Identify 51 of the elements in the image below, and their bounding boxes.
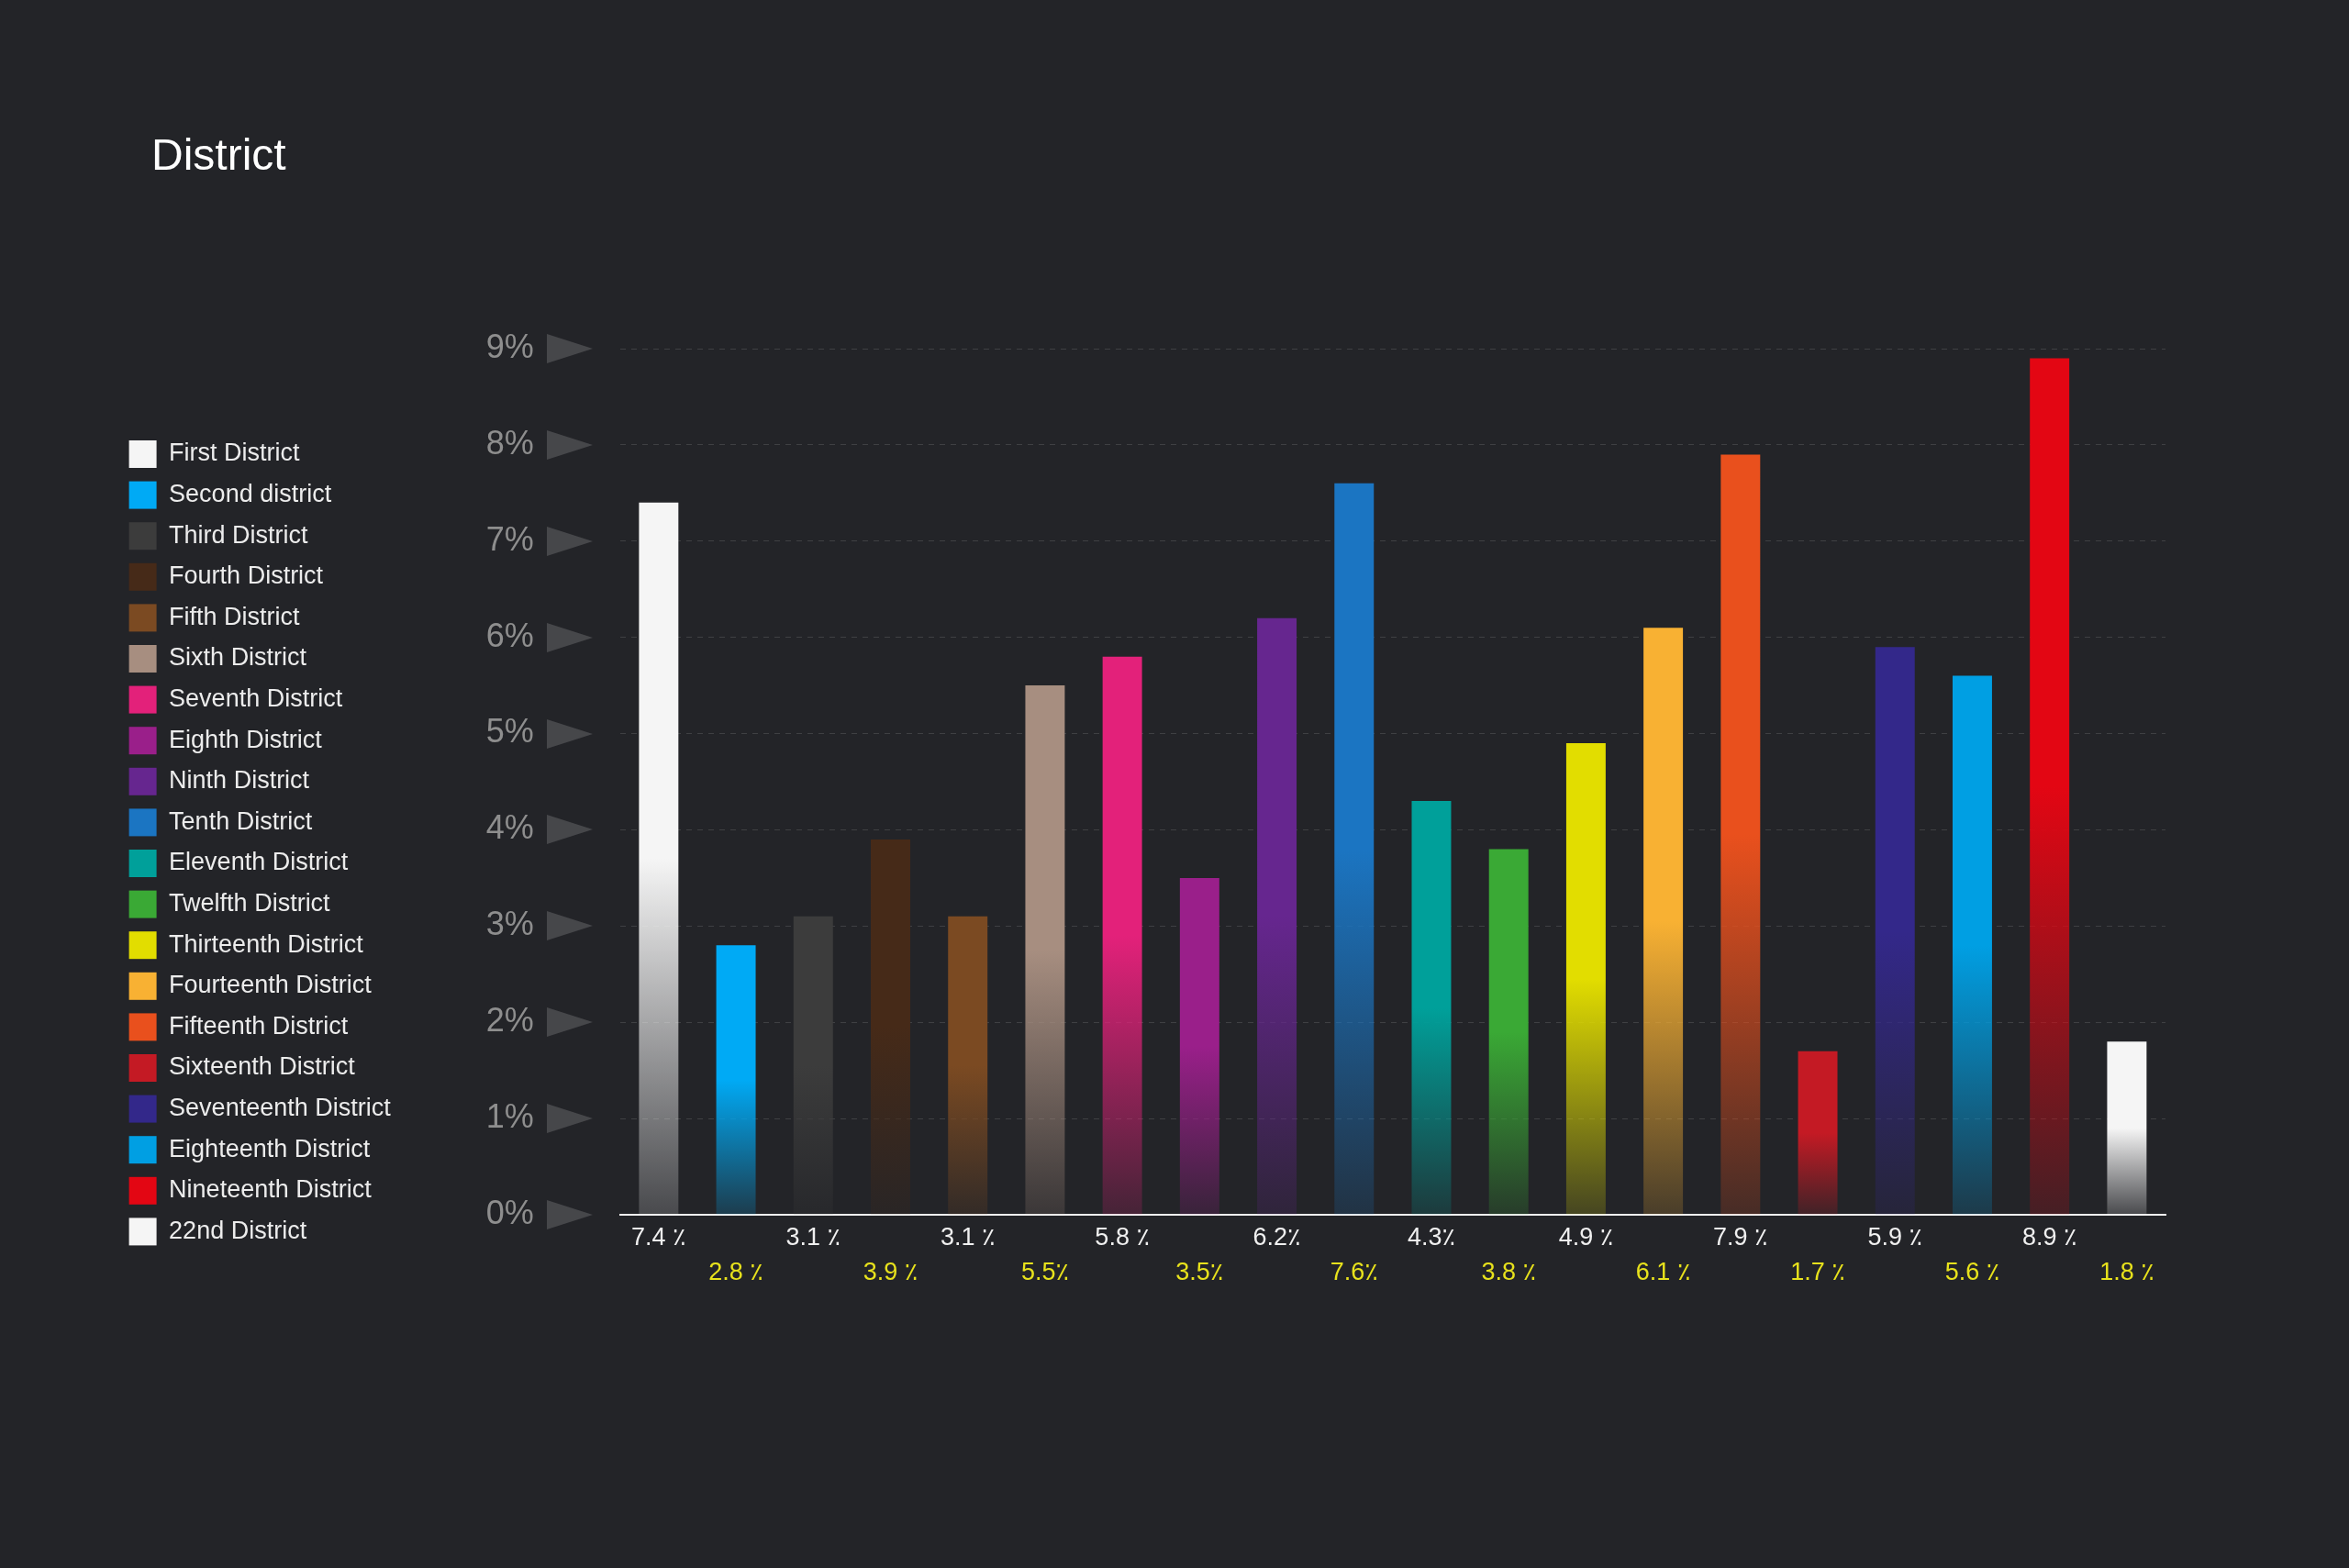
legend-label: First District	[169, 439, 301, 467]
legend-label: Thirteenth District	[169, 929, 364, 958]
data-label: 2.8 ٪	[708, 1257, 763, 1285]
data-label: 3.9 ٪	[863, 1257, 918, 1285]
legend-label: Eighth District	[169, 725, 323, 753]
data-label: 8.9 ٪	[2021, 1222, 2077, 1251]
data-label: 6.2٪	[1252, 1222, 1301, 1251]
y-tick-label: 0%	[485, 1193, 534, 1231]
data-label: 3.1 ٪	[785, 1222, 841, 1251]
data-label: 3.5٪	[1175, 1257, 1224, 1285]
data-label: 1.7 ٪	[1790, 1257, 1845, 1285]
legend-label: Third District	[169, 520, 309, 549]
data-label: 4.3٪	[1407, 1222, 1455, 1251]
legend-label: Tenth District	[169, 806, 313, 835]
legend-label: Ninth District	[169, 766, 310, 795]
data-label: 5.8 ٪	[1095, 1222, 1150, 1251]
legend-label: Fifth District	[169, 602, 301, 630]
data-label: 1.8 ٪	[2099, 1257, 2154, 1285]
legend-label: Fourth District	[169, 562, 324, 590]
legend-label: Nineteenth District	[169, 1175, 373, 1204]
text: District	[151, 129, 286, 181]
data-label: 7.6٪	[1330, 1257, 1378, 1285]
y-tick-label: 2%	[485, 1001, 534, 1040]
y-tick-label: 7%	[485, 519, 534, 558]
y-tick-label: 6%	[485, 616, 534, 654]
data-label: 3.1 ٪	[940, 1222, 996, 1251]
data-label: 5.5٪	[1020, 1257, 1069, 1285]
legend-label: Eighteenth District	[169, 1134, 371, 1162]
legend-label: Fourteenth District	[169, 971, 373, 999]
y-tick-label: 1%	[485, 1097, 534, 1136]
legend-label: Fifteenth District	[169, 1011, 349, 1040]
y-tick-label: 3%	[485, 905, 534, 943]
data-label: 7.9 ٪	[1713, 1222, 1768, 1251]
y-tick-label: 5%	[485, 712, 534, 751]
data-label: 7.4 ٪	[631, 1222, 686, 1251]
y-tick-label: 4%	[485, 808, 534, 847]
legend-label: Seventeenth District	[169, 1094, 392, 1122]
data-label: 5.9 ٪	[1867, 1222, 1923, 1251]
data-label: 4.9 ٪	[1558, 1222, 1614, 1251]
legend-label: Eleventh District	[169, 848, 349, 876]
legend-label: Sixth District	[169, 643, 307, 672]
data-label: 3.8 ٪	[1481, 1257, 1536, 1285]
data-label: 6.1 ٪	[1635, 1257, 1691, 1285]
data-label: 5.6 ٪	[1944, 1257, 2000, 1285]
y-tick-label: 9%	[485, 327, 534, 365]
legend-label: 22nd District	[169, 1216, 307, 1244]
legend-label: Twelfth District	[169, 889, 331, 917]
y-tick-label: 8%	[485, 423, 534, 462]
legend-label: Sixteenth District	[169, 1052, 356, 1081]
legend-label: Seventh District	[169, 684, 343, 713]
legend-label: Second district	[169, 480, 332, 508]
